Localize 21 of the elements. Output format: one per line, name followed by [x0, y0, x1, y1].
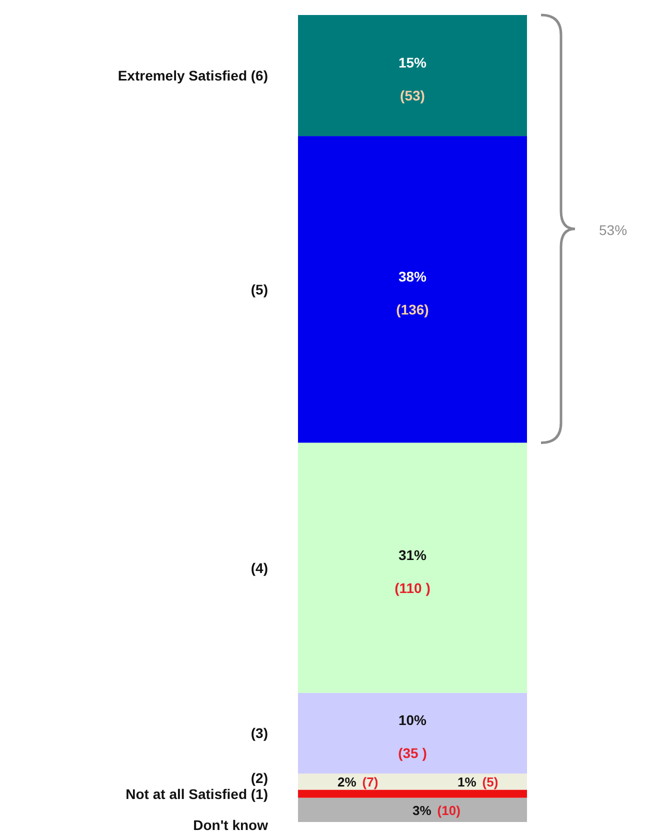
text: Don't know [193, 817, 268, 833]
bar [298, 798, 527, 822]
text: Extremely Satisfied (6) [118, 68, 268, 84]
bar [298, 136, 527, 443]
bar [298, 442, 527, 693]
data-label: 2% (7) [338, 774, 378, 790]
text: 15% (53) [398, 54, 427, 104]
text: 38% (136) [396, 268, 429, 318]
data-label: 3% (10) [412, 802, 460, 818]
text: (4) [250, 560, 268, 576]
bar [298, 692, 527, 774]
bar [298, 15, 527, 136]
text: 53% [599, 222, 628, 238]
text: Not at all Satisfied (1) [126, 786, 268, 802]
text: (2) [250, 770, 268, 786]
text: (5) [250, 281, 268, 298]
bar [298, 790, 527, 798]
text: (3) [250, 725, 268, 742]
data-label: 1% (5) [458, 774, 498, 790]
text: 10% (35 ) [398, 712, 427, 762]
text: 31% (110 ) [394, 546, 430, 596]
